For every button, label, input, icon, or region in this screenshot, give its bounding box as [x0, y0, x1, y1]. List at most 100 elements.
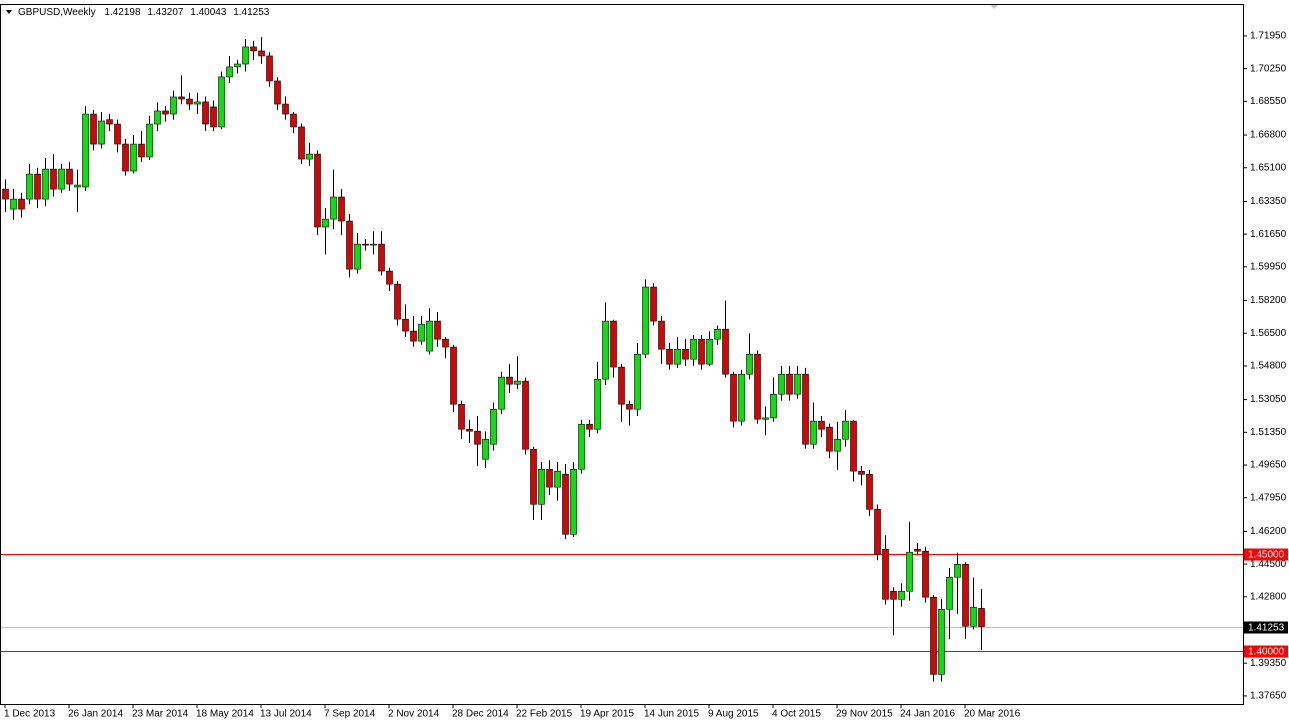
candle-body: [954, 564, 961, 578]
candle-body: [554, 470, 561, 488]
y-tick-label: 1.65100: [1250, 162, 1287, 173]
candle-body: [786, 373, 793, 395]
candle-body: [754, 353, 761, 420]
candle-body: [578, 423, 585, 470]
candle-body: [154, 110, 161, 125]
last-close: 1.41253: [233, 7, 270, 18]
candle-body: [706, 338, 713, 365]
candle-body: [498, 376, 505, 410]
candle-body: [362, 243, 369, 246]
y-tick-label: 1.70250: [1250, 63, 1287, 74]
x-tick-label: 18 May 2014: [196, 709, 254, 720]
y-tick-label: 1.46200: [1250, 526, 1287, 537]
candle-body: [218, 76, 225, 128]
candle-body: [306, 153, 313, 160]
candle-body: [210, 106, 217, 128]
price-label-box: [1244, 621, 1288, 634]
x-tick-label: 1 Dec 2013: [4, 709, 56, 720]
candle-body: [714, 328, 721, 340]
y-tick-label: 1.49650: [1250, 460, 1287, 471]
candle-body: [466, 428, 473, 432]
candle-body: [658, 320, 665, 350]
y-tick-label: 1.39350: [1250, 658, 1287, 669]
candle-body: [610, 320, 617, 368]
candle-body: [26, 173, 33, 200]
candle-body: [530, 448, 537, 505]
candle-body: [242, 46, 249, 65]
candle-body: [482, 438, 489, 460]
candle-body: [66, 168, 73, 185]
candle-body: [562, 473, 569, 535]
candle-body: [898, 590, 905, 600]
candle-body: [186, 98, 193, 105]
candle-body: [442, 338, 449, 348]
y-tick-label: 1.54800: [1250, 361, 1287, 372]
candle-body: [162, 110, 169, 115]
candle-body: [90, 113, 97, 145]
candle-body: [170, 96, 177, 115]
candle-body: [274, 80, 281, 105]
symbol: GBPUSD,Weekly: [18, 7, 96, 18]
candle-body: [978, 608, 985, 627]
candle-body: [762, 417, 769, 420]
candle-body: [114, 123, 121, 145]
candle-body: [410, 330, 417, 342]
candle-body: [866, 473, 873, 510]
x-tick-label: 7 Sep 2014: [324, 709, 376, 720]
candle-body: [450, 346, 457, 405]
candle-body: [970, 606, 977, 627]
candle-body: [618, 366, 625, 405]
candle-body: [770, 393, 777, 419]
level-label: 1.40000: [1248, 647, 1285, 658]
candle-body: [514, 380, 521, 385]
candle-body: [930, 596, 937, 675]
candle-body: [594, 378, 601, 430]
y-tick-label: 1.68550: [1250, 96, 1287, 107]
candle-body: [546, 468, 553, 488]
candle-body: [810, 420, 817, 445]
candle-body: [738, 373, 745, 422]
candle-body: [634, 353, 641, 410]
candle-body: [682, 348, 689, 360]
candle-body: [402, 318, 409, 332]
candle-body: [906, 551, 913, 592]
candle-body: [858, 470, 865, 475]
candle-body: [330, 196, 337, 220]
candle-body: [282, 103, 289, 115]
candle-body: [570, 468, 577, 535]
plot: [1, 36, 1243, 682]
x-tick-label: 13 Jul 2014: [260, 709, 312, 720]
candle-body: [378, 243, 385, 272]
candle-body: [194, 101, 201, 105]
level-label-box: [1244, 645, 1288, 658]
x-tick-label: 14 Jun 2015: [644, 709, 699, 720]
candle-body: [290, 113, 297, 128]
candle-body: [650, 286, 657, 322]
menu-triangle[interactable]: [6, 10, 12, 14]
y-tick-label: 1.66800: [1250, 130, 1287, 141]
x-tick-label: 22 Feb 2015: [516, 709, 573, 720]
candle-body: [178, 96, 185, 100]
last-high: 1.43207: [147, 7, 184, 18]
candle-body: [722, 328, 729, 375]
candle-body: [802, 373, 809, 445]
candle-body: [226, 66, 233, 78]
x-tick-label: 28 Dec 2014: [452, 709, 509, 720]
x-tick-label: 23 Mar 2014: [132, 709, 189, 720]
candle-body: [74, 184, 81, 188]
candle-body: [602, 320, 609, 380]
candle-body: [18, 198, 25, 210]
y-tick-label: 1.44500: [1250, 559, 1287, 570]
y-tick-label: 1.58200: [1250, 295, 1287, 306]
candle-body: [914, 548, 921, 552]
candle-body: [506, 376, 513, 385]
candle-body: [346, 220, 353, 270]
candle-body: [138, 143, 145, 158]
candle-body: [490, 408, 497, 445]
candle-body: [50, 168, 57, 190]
x-tick-label: 24 Jan 2016: [900, 709, 955, 720]
candle-body: [122, 143, 129, 172]
candle-body: [666, 348, 673, 365]
candle-body: [522, 380, 529, 450]
